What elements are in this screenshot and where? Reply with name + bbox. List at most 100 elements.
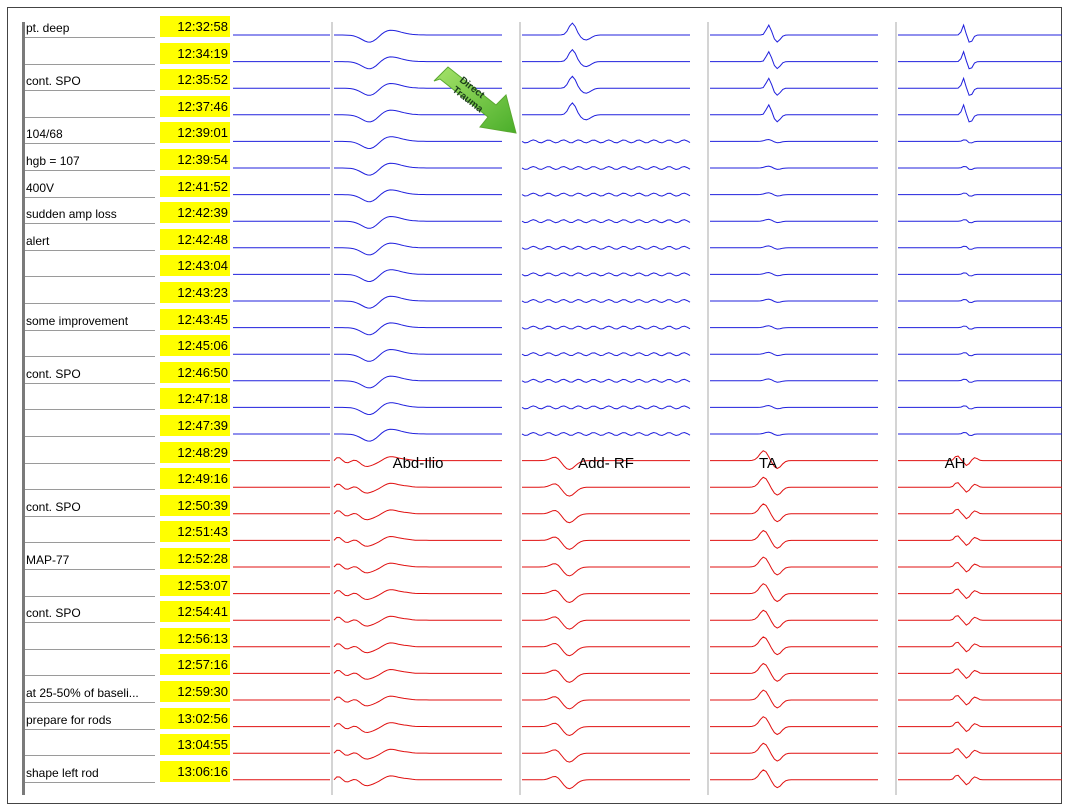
trial-row: some improvement 12:43:45 [22,308,232,331]
trial-timestamp: 12:56:13 [160,627,230,649]
trace-row-7-ch-3 [710,218,878,224]
trace-row-27-ch-4 [898,748,1062,759]
trace-row-14-ch-3 [710,404,878,410]
trial-timestamp: 12:43:04 [160,255,230,277]
trial-row: sudden amp loss 12:42:39 [22,202,232,225]
trial-row: 12:51:43 [22,521,232,544]
trace-row-24-ch-3 [710,662,878,682]
channel-label: Add- RF [578,455,634,472]
trial-row: 400V 12:41:52 [22,175,232,198]
trace-row-28-ch-1 [333,775,502,787]
note-separator [25,223,155,225]
trial-row: cont. SPO 12:35:52 [22,69,232,92]
note-separator [25,515,155,517]
note-separator [25,409,155,411]
trace-row-13-ch-1 [334,375,502,389]
trace-row-23-ch-3 [710,636,878,656]
trial-note: cont. SPO [26,366,81,381]
trial-timestamp: 12:57:16 [160,654,230,676]
trace-row-0-ch-2 [522,22,690,41]
trace-row-2-ch-2 [522,75,690,94]
trace-row-2-ch-3 [710,77,878,96]
trace-row-27-ch-3 [710,742,878,762]
trace-row-26-ch-1 [333,722,502,734]
trace-row-19-ch-2 [522,536,690,550]
trace-row-5-ch-3 [710,165,878,170]
trace-row-11-ch-3 [710,325,878,330]
trace-row-5-ch-4 [898,165,1062,171]
trace-row-0-ch-4 [898,23,1062,43]
trace-row-26-ch-3 [710,716,878,736]
trace-row-21-ch-2 [522,589,690,604]
channel-label: TA [759,455,777,472]
note-separator [25,382,155,384]
trace-row-25-ch-4 [898,694,1062,706]
trace-row-3-ch-1 [334,109,502,123]
trial-timestamp: 12:47:39 [160,415,230,436]
trial-row: 12:45:06 [22,335,232,358]
trace-row-4-ch-1 [334,136,502,150]
trial-timestamp: 12:37:46 [160,95,230,117]
trace-row-6-ch-1 [334,189,502,203]
trace-row-13-ch-2 [521,378,691,383]
trace-row-8-ch-4 [898,245,1062,250]
trace-row-8-ch-2 [521,245,691,250]
trace-row-12-ch-1 [334,348,502,362]
trace-row-10-ch-4 [898,298,1062,304]
trace-row-9-ch-3 [710,271,878,277]
trace-row-7-ch-4 [898,219,1062,224]
trace-row-14-ch-2 [521,405,691,410]
trace-row-21-ch-4 [898,588,1062,600]
channel-label: Abd-Ilio [393,455,444,472]
trial-row: 12:47:18 [22,388,232,411]
trace-row-24-ch-4 [898,668,1062,679]
trace-row-3-ch-2 [522,102,690,121]
trial-timestamp: 12:41:52 [160,175,230,197]
trial-row: 12:53:07 [22,574,232,597]
note-separator [25,781,155,783]
note-separator [25,356,155,358]
trial-row: at 25-50% of baseli... 12:59:30 [22,681,232,703]
note-separator [25,63,155,65]
trace-row-1-ch-2 [522,48,690,68]
trace-row-13-ch-4 [898,378,1062,383]
trace-row-10-ch-3 [710,298,878,303]
trace-row-28-ch-3 [710,769,878,789]
trace-row-2-ch-4 [898,76,1062,96]
trial-row: 12:49:16 [22,468,232,491]
trial-timestamp: 12:32:58 [160,16,230,37]
trace-row-6-ch-2 [521,192,691,197]
trial-row: 12:47:39 [22,415,232,437]
trial-row: shape left rod 13:06:16 [22,760,232,783]
trace-row-8-ch-1 [334,242,502,256]
trial-row: cont. SPO 12:50:39 [22,494,232,517]
trace-row-19-ch-1 [333,535,502,547]
trace-row-25-ch-3 [710,689,878,709]
trace-row-0-ch-1 [334,29,502,43]
trial-timestamp: 13:04:55 [160,734,230,756]
trace-row-24-ch-1 [333,668,502,680]
trace-row-21-ch-1 [333,589,502,601]
trial-note: MAP-77 [26,553,70,567]
note-separator [25,37,155,38]
direct-trauma-arrow: Direct Trauma [433,66,517,134]
trace-row-17-ch-4 [898,482,1062,493]
trace-row-19-ch-3 [710,529,878,549]
trace-row-5-ch-1 [334,162,502,176]
trial-timestamp: 12:46:50 [160,361,230,383]
trial-timestamp: 12:59:30 [160,681,230,702]
trace-row-3-ch-3 [710,103,878,123]
trace-row-5-ch-2 [521,165,691,171]
trial-row: hgb = 107 12:39:54 [22,149,232,171]
note-separator [25,755,155,757]
trace-row-18-ch-1 [333,509,502,521]
note-separator [25,436,155,437]
trace-row-1-ch-1 [334,56,502,70]
trace-row-7-ch-2 [521,219,691,224]
note-separator [25,329,155,331]
trace-row-16-ch-2 [522,456,690,471]
trace-row-17-ch-3 [710,476,878,496]
trace-row-0-ch-3 [710,24,878,43]
trial-row: 12:43:04 [22,255,232,278]
